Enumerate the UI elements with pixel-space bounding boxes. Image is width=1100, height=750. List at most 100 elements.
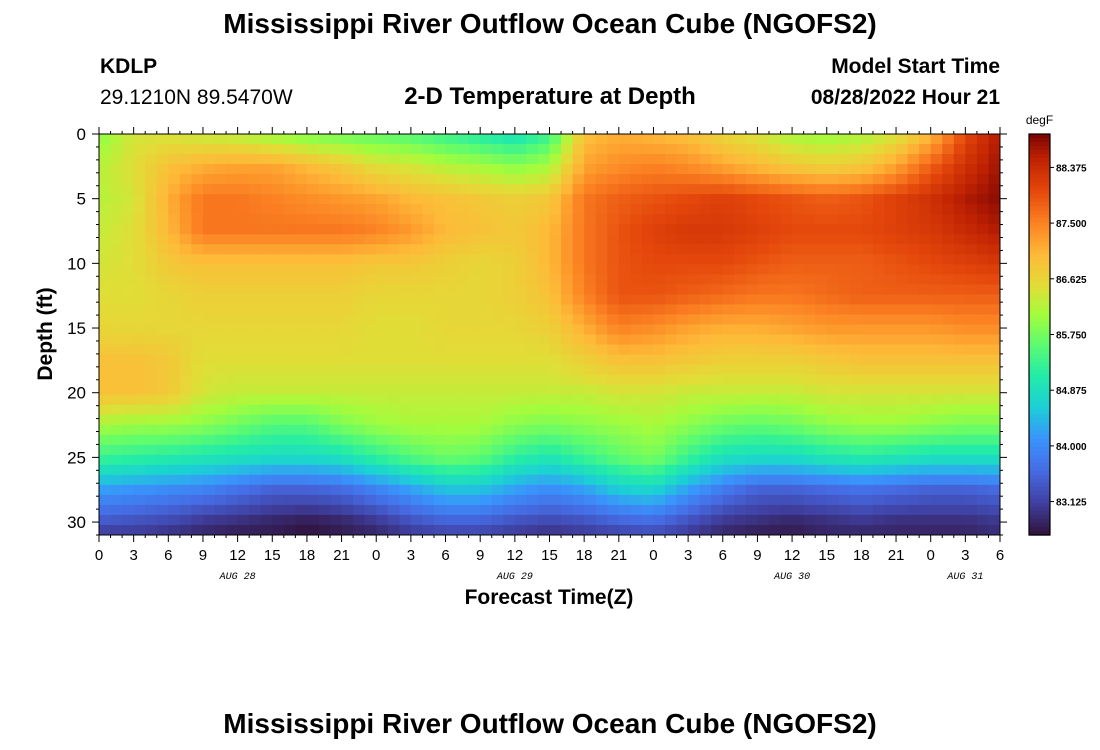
heatmap-cell xyxy=(387,484,400,496)
heatmap-cell xyxy=(537,214,551,225)
heatmap-cell xyxy=(745,464,759,476)
heatmap-cell xyxy=(318,154,331,165)
heatmap-cell xyxy=(953,224,966,235)
heatmap-cell xyxy=(422,214,435,225)
heatmap-cell xyxy=(514,274,527,285)
heatmap-cell xyxy=(976,244,990,255)
heatmap-cell xyxy=(699,304,712,316)
heatmap-cell xyxy=(318,194,331,205)
heatmap-cell xyxy=(122,514,135,526)
heatmap-cell xyxy=(803,514,816,526)
heatmap-cell xyxy=(711,234,724,245)
heatmap-cell xyxy=(884,234,897,245)
heatmap-cell xyxy=(826,434,839,446)
heatmap-cell xyxy=(561,464,574,476)
heatmap-cell xyxy=(122,294,135,306)
heatmap-cell xyxy=(537,194,551,205)
heatmap-cell xyxy=(630,284,643,296)
heatmap-cell xyxy=(341,174,354,185)
heatmap-cell xyxy=(953,304,966,316)
heatmap-cell xyxy=(445,144,458,155)
heatmap-cell xyxy=(491,464,504,476)
heatmap-cell xyxy=(376,204,389,215)
heatmap-cell xyxy=(745,234,759,245)
heatmap-cell xyxy=(861,154,874,165)
heatmap-cell xyxy=(306,484,320,496)
heatmap-cell xyxy=(133,244,146,255)
heatmap-cell xyxy=(168,134,181,145)
heatmap-cell xyxy=(214,224,227,235)
heatmap-cell xyxy=(133,374,146,386)
heatmap-cell xyxy=(191,164,204,175)
colorbar-band xyxy=(1029,306,1050,312)
heatmap-cell xyxy=(341,444,354,456)
heatmap-cell xyxy=(376,474,389,486)
heatmap-cell xyxy=(156,354,169,366)
heatmap-cell xyxy=(295,224,308,235)
heatmap-cell xyxy=(202,514,216,526)
heatmap-cell xyxy=(595,374,608,386)
heatmap-cell xyxy=(399,284,412,296)
heatmap-cell xyxy=(306,254,320,265)
heatmap-cell xyxy=(641,354,655,366)
heatmap-cell xyxy=(607,484,620,496)
heatmap-cell xyxy=(688,224,701,235)
heatmap-cell xyxy=(653,364,666,376)
heatmap-cell xyxy=(226,284,239,296)
heatmap-cell xyxy=(688,344,701,356)
heatmap-cell xyxy=(353,334,366,346)
heatmap-cell xyxy=(584,344,597,356)
heatmap-cell xyxy=(422,314,435,326)
heatmap-cell xyxy=(815,464,828,476)
heatmap-cell xyxy=(861,434,874,446)
heatmap-cell xyxy=(780,464,793,476)
heatmap-cell xyxy=(202,364,216,376)
heatmap-cell xyxy=(930,144,943,155)
heatmap-cell xyxy=(688,214,701,225)
heatmap-cell xyxy=(884,214,897,225)
heatmap-cell xyxy=(526,484,539,496)
heatmap-cell xyxy=(988,204,1000,215)
heatmap-cell xyxy=(884,194,897,205)
heatmap-cell xyxy=(399,364,412,376)
heatmap-cell xyxy=(191,444,204,456)
heatmap-cell xyxy=(618,484,631,496)
heatmap-cell xyxy=(110,344,123,356)
heatmap-cell xyxy=(849,334,862,346)
heatmap-cell xyxy=(202,254,216,265)
heatmap-cell xyxy=(122,244,135,255)
y-tick-label: 30 xyxy=(67,513,86,532)
heatmap-cell xyxy=(145,524,158,535)
colorbar-band xyxy=(1029,394,1050,400)
heatmap-cell xyxy=(237,294,250,306)
heatmap-cell xyxy=(641,224,655,235)
heatmap-cell xyxy=(757,164,770,175)
heatmap-cell xyxy=(676,164,689,175)
heatmap-cell xyxy=(179,294,193,306)
heatmap-cell xyxy=(907,194,920,205)
heatmap-cell xyxy=(306,364,320,376)
heatmap-cell xyxy=(572,264,585,275)
heatmap-cell xyxy=(792,254,805,265)
heatmap-cell xyxy=(699,264,712,275)
heatmap-cell xyxy=(768,334,782,346)
heatmap-cell xyxy=(272,334,285,346)
heatmap-cell xyxy=(306,154,320,165)
heatmap-cell xyxy=(630,304,643,316)
heatmap-cell xyxy=(780,314,793,326)
heatmap-cell xyxy=(480,524,493,535)
heatmap-cell xyxy=(133,314,146,326)
heatmap-cell xyxy=(99,384,112,396)
heatmap-cell xyxy=(330,384,343,396)
heatmap-cell xyxy=(457,364,470,376)
heatmap-cell xyxy=(653,354,666,366)
heatmap-cell xyxy=(653,474,666,486)
heatmap-cell xyxy=(549,304,562,316)
heatmap-cell xyxy=(364,434,377,446)
heatmap-cell xyxy=(202,484,216,496)
heatmap-cell xyxy=(387,244,400,255)
heatmap-cell xyxy=(988,434,1000,446)
heatmap-cell xyxy=(226,134,239,145)
heatmap-cell xyxy=(734,354,747,366)
heatmap-cell xyxy=(226,344,239,356)
